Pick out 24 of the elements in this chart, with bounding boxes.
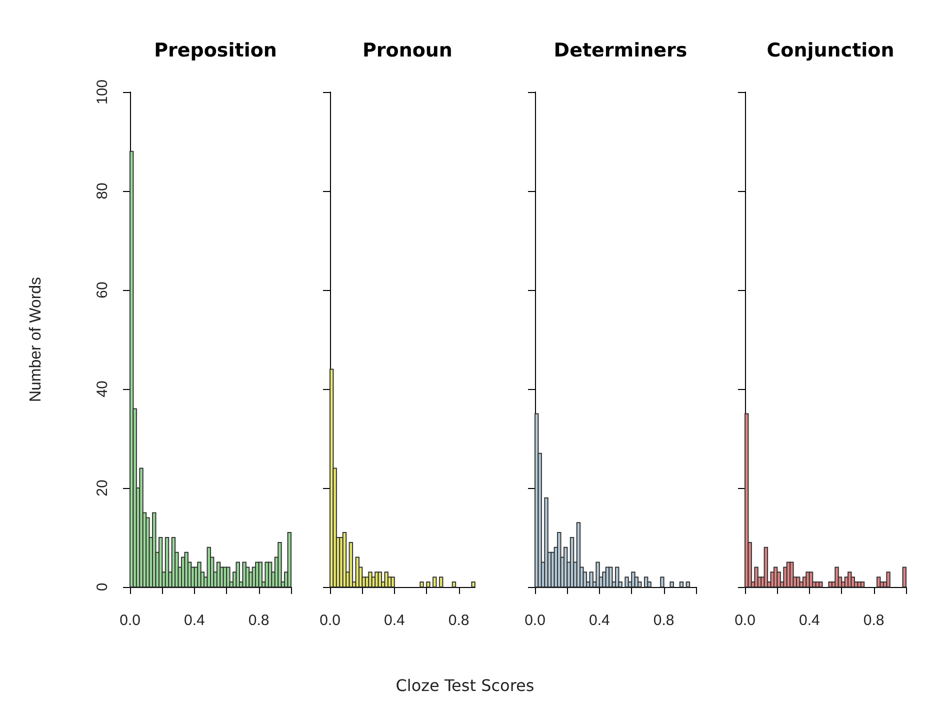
x-tick-label: 0.4 xyxy=(798,612,820,629)
x-tick-label: 0.0 xyxy=(320,612,340,629)
y-tick-label: 100 xyxy=(94,79,111,105)
chart-title: Pronoun xyxy=(362,40,452,62)
y-tick-label: 20 xyxy=(94,480,111,496)
y-tick-label: 40 xyxy=(94,380,111,398)
x-axis-title: Cloze Test Scores xyxy=(394,676,536,695)
x-tick-label: 0.0 xyxy=(524,612,546,629)
x-tick-label: 0.8 xyxy=(248,612,270,629)
x-tick-label: 0.0 xyxy=(734,612,756,629)
x-tick-label: 0.8 xyxy=(863,612,884,629)
x-tick-label: 0.8 xyxy=(448,612,470,629)
x-tick-label: 0.8 xyxy=(653,612,674,629)
y-tick-label: 60 xyxy=(94,282,111,298)
x-tick-label: 0.4 xyxy=(588,612,610,629)
x-tick-label: 0.4 xyxy=(384,612,405,629)
chart-title: Determiners xyxy=(554,40,688,62)
y-axis-title: Number of Words xyxy=(28,276,44,402)
y-tick-label: 0 xyxy=(94,582,111,592)
y-tick-label: 80 xyxy=(94,182,111,200)
chart-title: Preposition xyxy=(154,40,277,62)
x-tick-label: 0.4 xyxy=(184,612,205,629)
x-tick-label: 0.0 xyxy=(120,612,140,629)
chart-title: Conjunction xyxy=(766,40,894,62)
